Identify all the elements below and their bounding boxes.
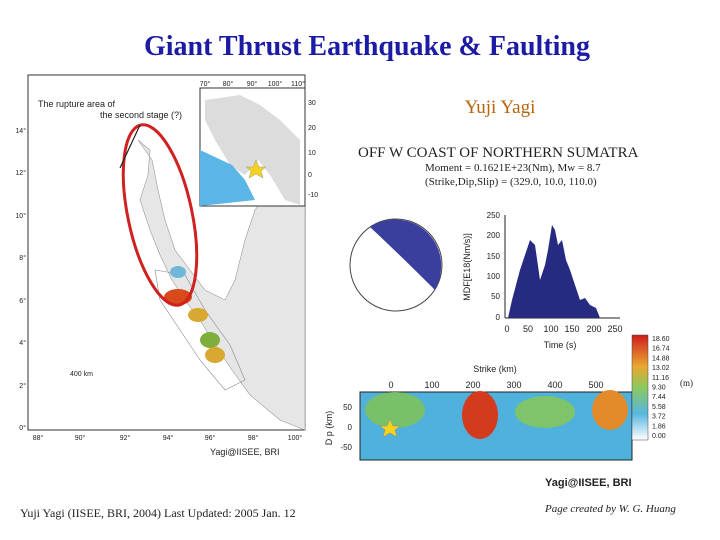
title: Giant Thrust Earthquake & Faulting xyxy=(144,31,590,62)
footer: Page created by W. G. Huang xyxy=(544,503,676,515)
lon-label: 96° xyxy=(205,434,216,442)
mrf-xtick: 200 xyxy=(586,324,601,334)
slip-scale-label: 18.60 xyxy=(652,336,670,343)
dip-tick: 0 xyxy=(348,423,353,432)
strike-tick: 300 xyxy=(506,380,521,390)
lon-label: 98° xyxy=(248,434,259,442)
mrf-ytick: 250 xyxy=(487,211,501,220)
lon-label: 88° xyxy=(33,434,44,442)
strike-tick: 0 xyxy=(388,380,393,390)
mrf-xtick: 100 xyxy=(543,324,558,334)
lon-label: 94° xyxy=(163,434,174,442)
mrf-ylabel: MDF[E18(Nm/s)] xyxy=(462,233,472,301)
mrf-xtick: 150 xyxy=(564,324,579,334)
slip-scale-label: 11.16 xyxy=(652,375,669,382)
lon-label: 90° xyxy=(75,434,86,442)
rupture-ellipse xyxy=(121,123,199,307)
inset-lon-label: 90° xyxy=(247,80,258,88)
slip-scale-label: 7.44 xyxy=(652,394,666,401)
dip-tick: 50 xyxy=(343,403,352,412)
mrf-ytick: 150 xyxy=(487,252,501,261)
mrf-xtick: 250 xyxy=(607,324,622,334)
credit: Yagi@IISEE, BRI xyxy=(210,447,280,457)
slip-scale-label: 16.74 xyxy=(652,346,670,353)
slip-patch xyxy=(592,390,628,430)
slip-scale-label: 13.02 xyxy=(652,365,670,372)
author: Yuji Yagi xyxy=(465,97,536,118)
mrf-xlabel: Time (s) xyxy=(544,340,577,350)
lon-label: 100° xyxy=(288,434,303,442)
credit: Yagi@IISEE, BRI xyxy=(545,477,632,489)
mrf-ytick: 50 xyxy=(491,292,500,301)
slip-scale-label: 0.00 xyxy=(652,433,666,440)
scale: 400 km xyxy=(70,371,93,378)
inset-lon-label: 110° xyxy=(291,80,305,88)
lat-label: 4° xyxy=(19,339,26,347)
strike-tick: 200 xyxy=(465,380,480,390)
color-scale xyxy=(631,334,649,441)
inset-lat-label: -10 xyxy=(308,192,318,199)
strike-tick: 500 xyxy=(588,380,603,390)
lat-label: 14° xyxy=(15,127,26,135)
annotation: The rupture area of xyxy=(38,99,116,109)
lat-label: 6° xyxy=(19,297,26,305)
lat-label: 0° xyxy=(19,424,26,432)
slip-patch xyxy=(462,391,498,439)
strike-label: Strike (km) xyxy=(473,364,517,374)
inset-lat-label: 10 xyxy=(308,150,316,157)
beachball-compression xyxy=(370,219,442,290)
lat-label: 12° xyxy=(15,169,26,177)
mrf-ytick: 200 xyxy=(487,231,501,240)
inset-lon-label: 70° xyxy=(200,80,211,88)
strike-tick: 400 xyxy=(547,380,562,390)
inset-lon-label: 80° xyxy=(223,80,234,88)
arrow xyxy=(119,124,141,169)
slip-scale-label: 14.88 xyxy=(652,355,670,362)
inset-sea xyxy=(200,150,255,206)
slip-scale-label: 3.72 xyxy=(652,414,666,421)
lat-label: 8° xyxy=(19,254,26,262)
mrf-ytick: 0 xyxy=(496,313,501,322)
slip-scale-label: 9.30 xyxy=(652,385,666,392)
slip-scale-label: 1.86 xyxy=(652,423,666,430)
hypocenter xyxy=(379,418,401,438)
inset-lat-label: 0 xyxy=(308,172,312,179)
slip-patch xyxy=(188,308,208,322)
slip-scale-label: 5.58 xyxy=(652,404,666,411)
fault-grid xyxy=(154,269,246,391)
annotation: the second stage (?) xyxy=(100,110,182,120)
mrf-xtick: 50 xyxy=(523,324,533,334)
dip-label: D p (km) xyxy=(324,411,334,446)
inset-lon-label: 100° xyxy=(268,80,283,88)
strike-tick: 100 xyxy=(424,380,439,390)
coastline xyxy=(137,139,306,431)
slip-patch xyxy=(200,332,220,348)
region: OFF W COAST OF NORTHERN SUMATRA xyxy=(358,145,639,161)
mrf-ytick: 100 xyxy=(487,272,501,281)
slip-patch xyxy=(170,266,186,278)
inset-land xyxy=(205,95,300,205)
lat-label: 2° xyxy=(19,382,26,390)
inset-lat-label: 30 xyxy=(308,100,316,107)
slip-patch xyxy=(205,347,225,363)
inset-lat-label: 20 xyxy=(308,125,316,132)
epicenter xyxy=(245,159,267,179)
lat-label: 10° xyxy=(15,212,26,220)
lon-label: 92° xyxy=(120,434,131,442)
mechanism: (Strike,Dip,Slip) = (329.0, 10.0, 110.0) xyxy=(425,176,597,188)
slip-unit: (m) xyxy=(680,378,693,388)
mrf-shape xyxy=(508,225,600,318)
footer: Yuji Yagi (IISEE, BRI, 2004) Last Update… xyxy=(20,506,296,520)
moment: Moment = 0.1621E+23(Nm), Mw = 8.7 xyxy=(425,162,601,174)
slip-patch xyxy=(365,392,425,428)
mrf-xtick: 0 xyxy=(504,324,509,334)
slip-patch xyxy=(515,396,575,428)
dip-tick: -50 xyxy=(340,443,352,452)
